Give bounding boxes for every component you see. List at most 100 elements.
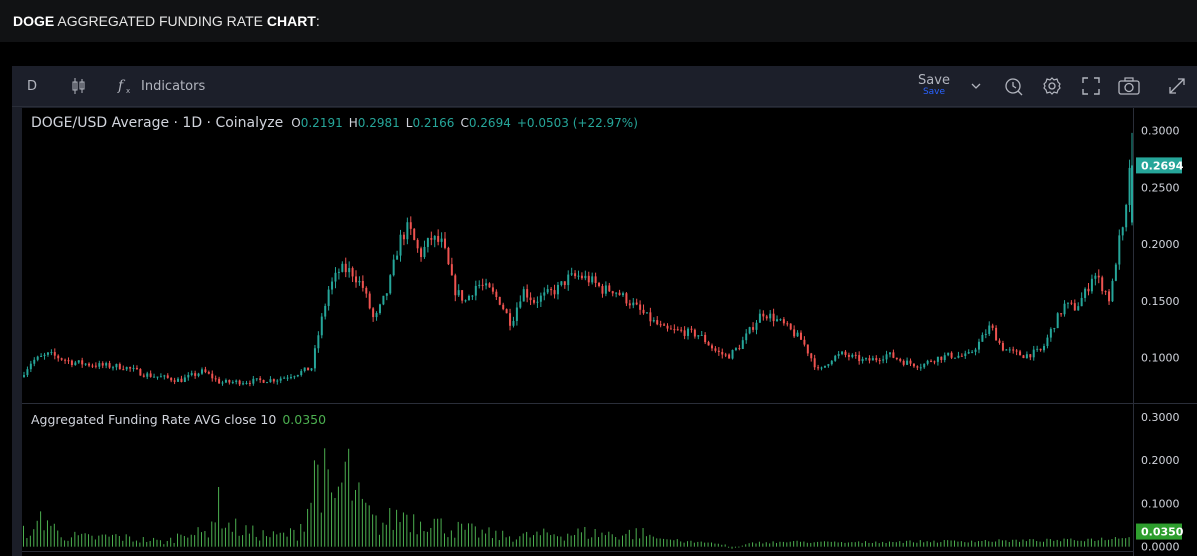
candle <box>1015 350 1018 352</box>
candle <box>348 268 351 273</box>
candle <box>187 374 190 378</box>
candle <box>289 377 292 379</box>
funding-bar <box>769 543 771 547</box>
candle <box>180 378 183 382</box>
candle <box>177 378 180 382</box>
candle <box>885 354 888 360</box>
candle <box>259 378 262 380</box>
candle <box>817 367 820 369</box>
candle <box>1039 348 1042 351</box>
funding-bar <box>84 533 86 547</box>
candle <box>1118 235 1121 265</box>
candle <box>252 378 255 384</box>
funding-bar <box>105 534 107 547</box>
funding-bar <box>632 539 634 547</box>
candle <box>810 353 813 359</box>
funding-bar <box>272 531 274 547</box>
candle <box>149 373 152 377</box>
candle <box>529 297 532 301</box>
funding-bar <box>389 508 391 547</box>
swap-icon[interactable] <box>1165 66 1189 106</box>
funding-bar <box>1029 539 1031 547</box>
candle <box>320 316 323 336</box>
candle <box>536 301 539 303</box>
main-legend: DOGE/USD Average · 1D · Coinalyze O 0.219… <box>31 115 638 131</box>
candle <box>639 304 642 310</box>
candle <box>194 373 197 376</box>
funding-bar <box>146 541 148 547</box>
funding-bar <box>611 534 613 547</box>
candle <box>200 369 203 374</box>
chart-area[interactable] <box>22 108 1197 556</box>
funding-bar <box>584 526 586 547</box>
funding-bar <box>988 541 990 547</box>
funding-bar <box>382 522 384 547</box>
funding-bar <box>734 546 736 548</box>
candle <box>221 382 224 384</box>
candle <box>53 352 56 356</box>
funding-bar <box>231 531 233 547</box>
funding-bar <box>300 523 302 547</box>
gear-icon[interactable] <box>1040 66 1064 106</box>
alert-icon[interactable] <box>1002 66 1026 106</box>
chevron-down-icon[interactable] <box>968 66 984 106</box>
funding-bar <box>385 524 387 547</box>
fullscreen-icon[interactable] <box>1080 66 1102 106</box>
indicators-button[interactable]: Indicators <box>141 78 206 94</box>
candle <box>1066 302 1069 304</box>
candle <box>1056 313 1059 329</box>
svg-text:f: f <box>117 78 126 94</box>
candle <box>170 377 173 381</box>
funding-bar <box>594 528 596 547</box>
funding-bar <box>847 542 849 547</box>
candle <box>426 238 429 247</box>
candle <box>700 334 703 336</box>
candle <box>950 352 953 358</box>
candle <box>218 378 221 384</box>
candle <box>998 340 1001 343</box>
candle <box>197 373 200 376</box>
funding-bar <box>159 540 161 547</box>
candle <box>902 360 905 365</box>
funding-bar <box>454 537 456 547</box>
funding-bar <box>967 542 969 547</box>
candle <box>344 263 347 273</box>
candle <box>721 351 724 355</box>
candle <box>611 291 614 294</box>
funding-bar <box>135 540 137 547</box>
candle <box>211 373 214 379</box>
open-value: 0.2191 <box>300 116 343 130</box>
candle <box>827 364 830 366</box>
funding-bar <box>255 536 257 547</box>
candle <box>307 367 310 371</box>
funding-bar <box>591 537 593 547</box>
camera-icon[interactable] <box>1117 66 1141 106</box>
candle <box>23 375 25 377</box>
funding-bar <box>834 541 836 547</box>
candle <box>108 363 111 368</box>
candle <box>224 379 227 383</box>
funding-bar <box>279 532 281 547</box>
funding-bar <box>995 541 997 547</box>
funding-bar <box>334 497 336 547</box>
candle <box>769 313 772 319</box>
candle <box>440 238 443 242</box>
interval-button[interactable]: D <box>26 78 37 94</box>
funding-bar <box>536 531 538 547</box>
funding-bar <box>906 540 908 547</box>
funding-bar <box>426 531 428 547</box>
funding-bar <box>399 521 401 547</box>
candle <box>228 379 231 383</box>
funding-bar <box>1015 539 1017 547</box>
price-last-value: 0.2694 <box>1141 159 1184 172</box>
save-button[interactable]: Save Save <box>918 72 950 97</box>
candle <box>1019 351 1022 356</box>
candles-icon[interactable] <box>68 66 90 106</box>
candle <box>505 309 508 314</box>
funding-bar <box>772 541 774 547</box>
funding-bar <box>577 528 579 547</box>
funding-bar <box>1114 537 1116 547</box>
candle <box>1090 278 1093 292</box>
